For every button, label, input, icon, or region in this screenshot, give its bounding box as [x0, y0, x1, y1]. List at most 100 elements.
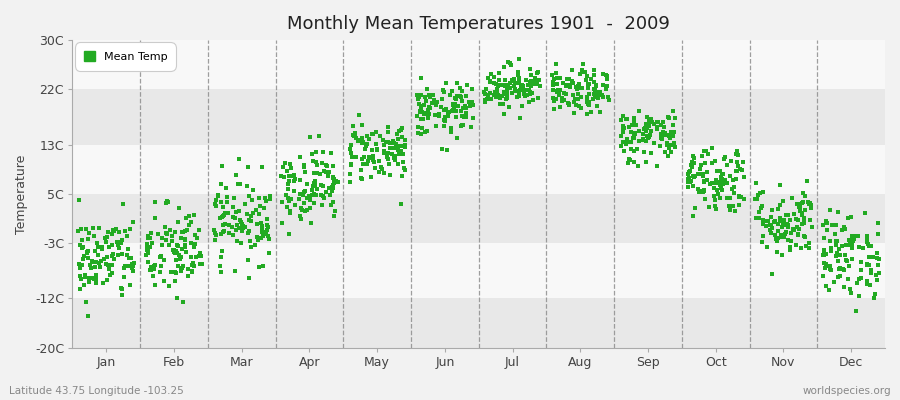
Point [781, 237, 796, 243]
Point [215, 229, 230, 235]
Point [343, 179, 357, 185]
Point [545, 82, 560, 88]
Point [507, 75, 521, 82]
Point [320, 168, 334, 175]
Point [219, 185, 233, 192]
Point [477, 89, 491, 95]
Point [76, 256, 91, 262]
Point [584, 76, 598, 82]
Point [449, 135, 464, 141]
Point [635, 130, 650, 137]
Point [589, 92, 603, 98]
Point [523, 91, 537, 97]
Point [572, 70, 587, 77]
Point [364, 174, 378, 180]
Point [106, 227, 121, 233]
Point [188, 241, 202, 247]
Point [255, 164, 269, 170]
Point [642, 134, 656, 140]
Point [749, 215, 763, 221]
Point [158, 200, 173, 207]
Point [150, 231, 165, 237]
Point [729, 176, 743, 182]
Point [284, 164, 299, 171]
Point [112, 244, 127, 251]
Point [793, 208, 807, 214]
Point [166, 247, 180, 253]
Point [585, 95, 599, 102]
Point [642, 120, 656, 127]
Point [817, 235, 832, 242]
Text: worldspecies.org: worldspecies.org [803, 386, 891, 396]
Point [303, 196, 318, 202]
Point [437, 114, 452, 120]
Point [828, 252, 842, 259]
Point [505, 90, 519, 96]
Point [288, 176, 302, 182]
Point [580, 111, 595, 117]
Point [844, 289, 859, 296]
Point [511, 89, 526, 96]
Point [856, 245, 870, 251]
Point [73, 272, 87, 279]
Point [226, 213, 240, 220]
Point [652, 143, 667, 149]
Point [587, 91, 601, 97]
Point [97, 235, 112, 242]
Point [566, 110, 580, 116]
Point [515, 82, 529, 88]
Point [825, 222, 840, 228]
Point [75, 237, 89, 244]
Point [174, 254, 188, 260]
Point [254, 219, 268, 226]
Point [666, 108, 680, 114]
Point [650, 162, 664, 169]
Point [851, 276, 866, 282]
Point [854, 275, 868, 282]
Point [641, 135, 655, 141]
Point [282, 230, 296, 237]
Point [497, 111, 511, 118]
Point [159, 198, 174, 204]
Point [170, 295, 184, 301]
Point [662, 145, 676, 152]
Point [487, 74, 501, 80]
Point [861, 262, 876, 268]
Point [72, 261, 86, 267]
Point [255, 225, 269, 232]
Point [140, 249, 155, 255]
Point [454, 123, 469, 130]
Point [328, 180, 342, 186]
Point [523, 66, 537, 72]
Point [725, 186, 740, 192]
Point [346, 123, 360, 129]
Point [636, 136, 651, 143]
Point [381, 150, 395, 157]
Point [638, 127, 652, 134]
Point [309, 158, 323, 165]
Point [512, 56, 526, 62]
Point [313, 170, 328, 177]
Point [795, 200, 809, 206]
Point [588, 94, 602, 101]
Point [512, 78, 526, 84]
Point [492, 101, 507, 107]
Point [616, 128, 630, 134]
Point [114, 285, 129, 291]
Point [500, 59, 515, 66]
Point [319, 161, 333, 168]
Point [591, 93, 606, 100]
Point [658, 130, 672, 136]
Point [527, 81, 542, 88]
Point [147, 263, 161, 269]
Point [793, 204, 807, 210]
Point [582, 102, 597, 108]
Point [482, 75, 496, 82]
Point [435, 96, 449, 102]
Point [864, 243, 878, 250]
Point [804, 202, 818, 208]
Point [446, 102, 461, 108]
Point [830, 250, 844, 256]
Point [228, 268, 242, 274]
Point [176, 263, 190, 269]
